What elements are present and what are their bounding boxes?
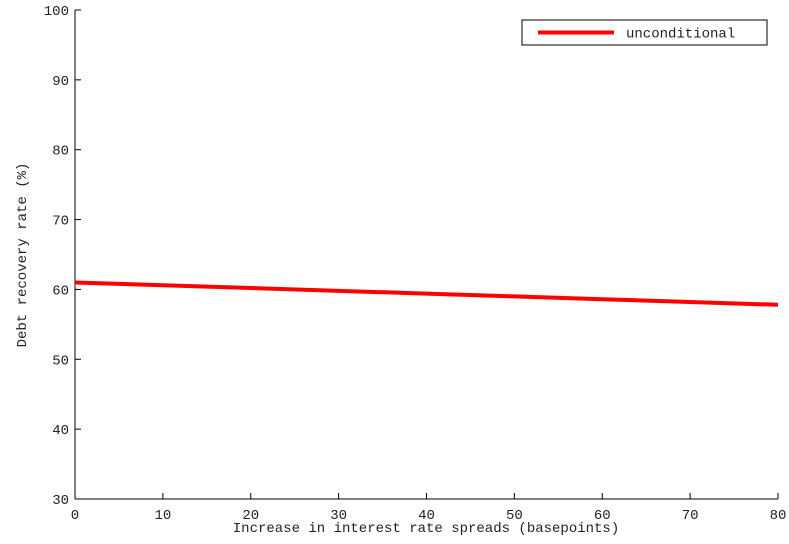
x-tick-label: 60 — [594, 508, 611, 524]
x-tick-label: 0 — [71, 508, 79, 524]
x-tick-label: 50 — [506, 508, 523, 524]
y-tick-label: 70 — [52, 214, 69, 230]
x-tick-label: 20 — [242, 508, 259, 524]
y-tick-label: 80 — [52, 144, 69, 160]
x-tick-label: 40 — [418, 508, 435, 524]
x-axis-label: Increase in interest rate spreads (basep… — [233, 521, 619, 537]
y-tick-label: 90 — [52, 74, 69, 90]
y-tick-label: 50 — [52, 353, 69, 369]
y-tick-label: 40 — [52, 423, 69, 439]
legend-label: unconditional — [626, 27, 735, 43]
y-axis-label: Debt recovery rate (%) — [15, 163, 31, 348]
x-tick-label: 30 — [330, 508, 347, 524]
x-tick-label: 10 — [154, 508, 171, 524]
y-tick-label: 30 — [52, 493, 69, 509]
x-tick-label: 80 — [770, 508, 787, 524]
data-line — [74, 280, 779, 307]
x-tick-label: 70 — [682, 508, 699, 524]
y-tick-label: 60 — [52, 283, 69, 299]
y-tick-label: 100 — [44, 4, 69, 20]
